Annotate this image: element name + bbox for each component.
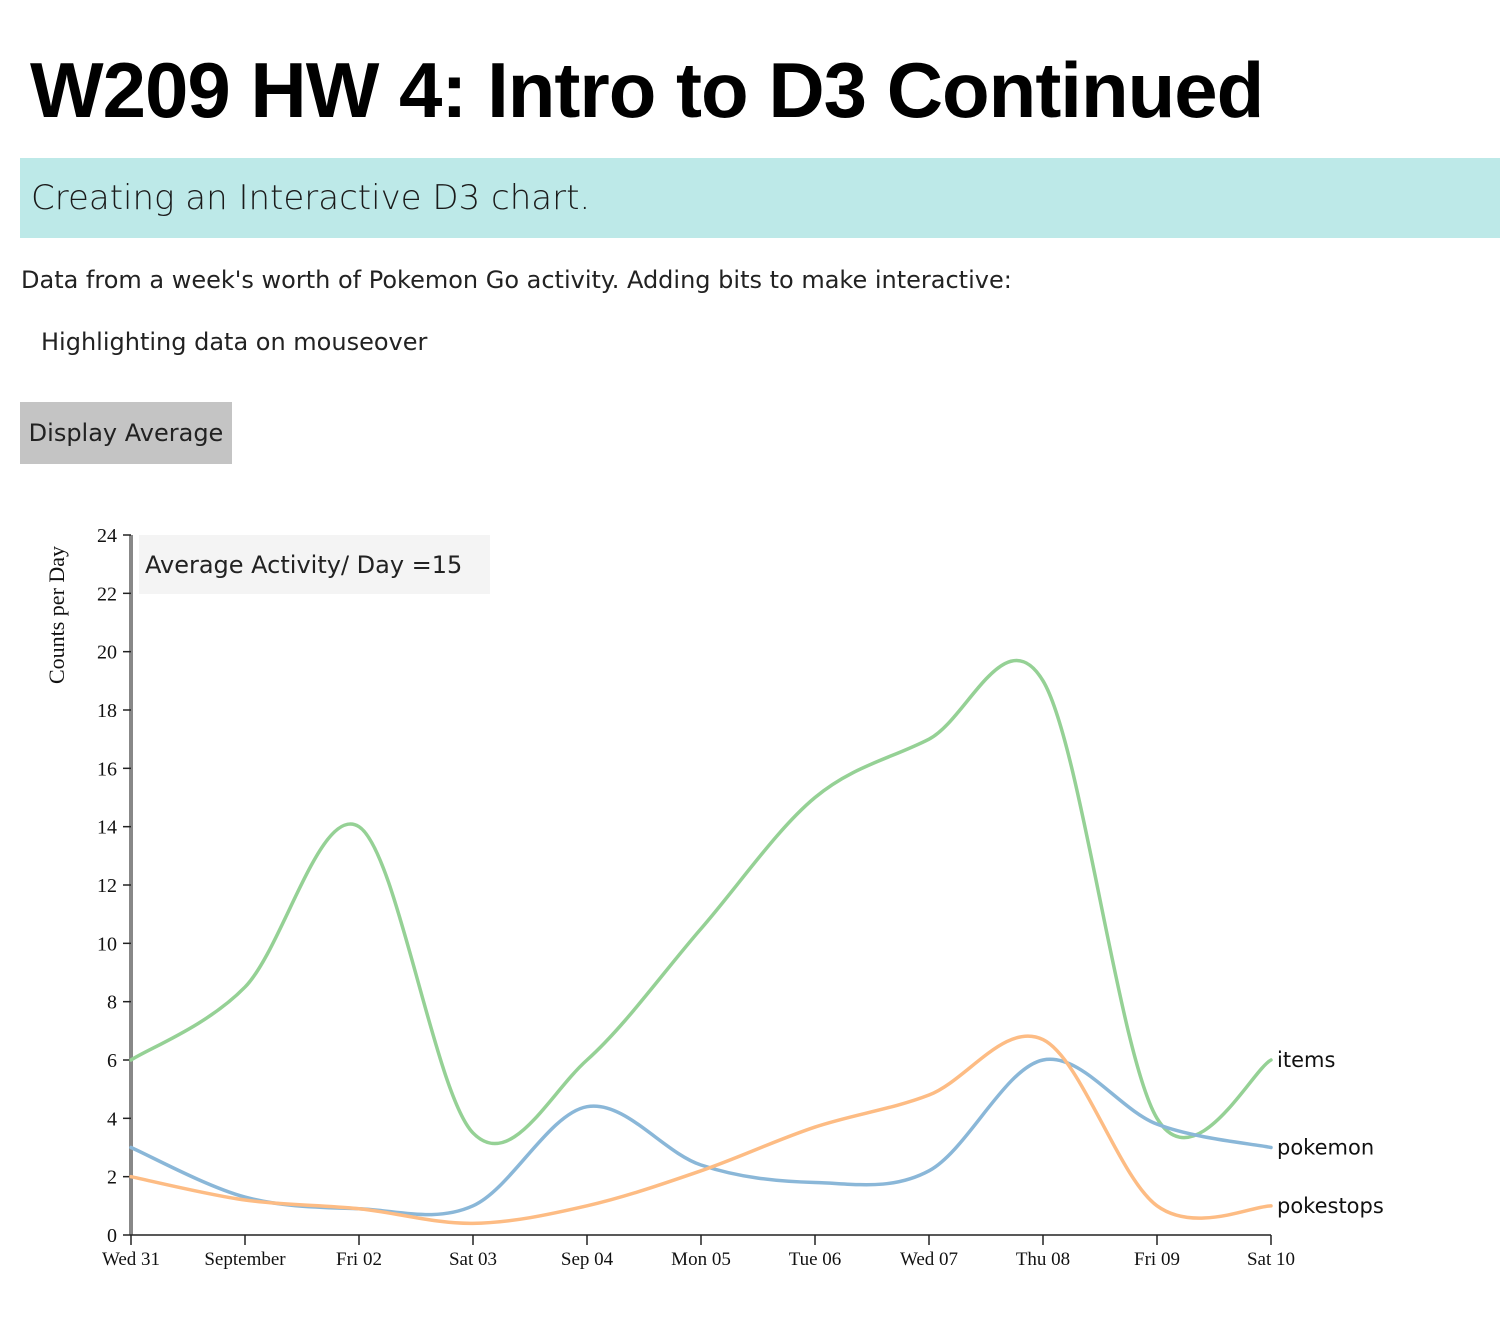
x-tick-label: Tue 06 — [789, 1249, 842, 1270]
x-tick-label: Fri 02 — [336, 1249, 382, 1270]
x-tick-label: Mon 05 — [671, 1249, 731, 1270]
y-tick-label: 14 — [97, 817, 117, 839]
average-box-background — [139, 535, 490, 594]
intro-description: Data from a week's worth of Pokemon Go a… — [21, 266, 1012, 294]
y-tick-label: 16 — [97, 758, 117, 780]
series-labels: items pokemon pokestops — [1277, 1048, 1384, 1218]
average-box: Average Activity/ Day =15 — [139, 535, 490, 594]
x-tick-label: Sat 03 — [449, 1249, 497, 1270]
page-title: W209 HW 4: Intro to D3 Continued — [30, 46, 1264, 134]
x-tick-label: Thu 08 — [1016, 1249, 1070, 1270]
x-tick-label: Wed 31 — [102, 1249, 160, 1270]
y-tick-label: 2 — [107, 1167, 117, 1189]
y-tick-label: 10 — [97, 933, 117, 955]
series-lines — [129, 658, 1273, 1226]
y-tick-label: 20 — [97, 642, 117, 664]
series-label-pokemon: pokemon — [1277, 1136, 1374, 1160]
series-line-pokemon[interactable] — [129, 1057, 1273, 1217]
series-label-items: items — [1277, 1048, 1335, 1072]
x-axis: Wed 31 September Fri 02 Sat 03 Sep 04 Mon 05 T… — [102, 1234, 1295, 1270]
y-tick-label: 0 — [107, 1225, 117, 1247]
display-average-button[interactable]: Display Average — [20, 402, 232, 464]
x-tick-label: Wed 07 — [900, 1249, 958, 1270]
y-tick-label: 22 — [97, 583, 117, 605]
y-tick-label: 6 — [107, 1050, 117, 1072]
series-line-pokestops[interactable] — [129, 1034, 1273, 1226]
subtitle-text: Creating an Interactive D3 chart. — [31, 178, 591, 218]
y-tick-label: 18 — [97, 700, 117, 722]
series-label-pokestops: pokestops — [1277, 1194, 1384, 1218]
x-tick-label: Sep 04 — [561, 1249, 614, 1270]
x-tick-label: September — [204, 1249, 286, 1270]
y-tick-label: 24 — [97, 525, 117, 547]
average-box-label: Average Activity/ Day =15 — [145, 551, 462, 579]
x-tick-label: Sat 10 — [1247, 1249, 1295, 1270]
subtitle-banner: Creating an Interactive D3 chart. — [20, 158, 1500, 238]
y-axis-title: Counts per Day — [44, 546, 69, 684]
series-line-items[interactable] — [129, 658, 1273, 1146]
y-tick-label: 4 — [107, 1108, 117, 1130]
feature-item: Highlighting data on mouseover — [41, 328, 428, 356]
x-tick-label: Fri 09 — [1134, 1249, 1180, 1270]
y-tick-label: 12 — [97, 875, 117, 897]
y-tick-label: 8 — [107, 992, 117, 1014]
